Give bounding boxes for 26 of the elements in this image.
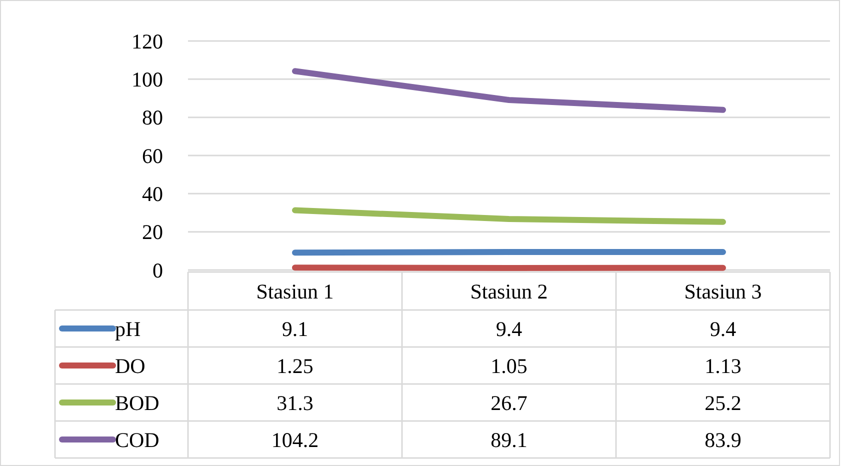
- data-label: 25.2: [704, 390, 742, 415]
- x-tick-label: Stasiun 1: [256, 279, 334, 304]
- y-tick-label: 60: [142, 144, 163, 168]
- data-label: 26.7: [490, 390, 528, 415]
- legend-label: COD: [115, 428, 160, 452]
- y-tick-label: 0: [152, 258, 163, 282]
- data-label: 1.13: [704, 354, 742, 378]
- legend-label: BOD: [115, 390, 160, 415]
- data-label: 1.25: [276, 354, 314, 378]
- y-tick-label: 120: [132, 29, 163, 54]
- data-label: 31.3: [276, 390, 314, 415]
- data-label: 89.1: [490, 428, 528, 452]
- data-label: 83.9: [704, 428, 742, 452]
- data-label: 9.4: [496, 316, 523, 341]
- data-label: 1.05: [490, 354, 528, 378]
- legend-label: DO: [115, 354, 146, 378]
- y-tick-label: 80: [142, 106, 163, 130]
- legend-label: pH: [115, 316, 141, 341]
- y-tick-label: 20: [142, 220, 163, 244]
- x-tick-label: Stasiun 3: [684, 279, 762, 304]
- y-tick-label: 40: [142, 182, 163, 206]
- data-label: 104.2: [271, 428, 319, 452]
- x-tick-label: Stasiun 2: [470, 279, 548, 304]
- y-tick-label: 100: [132, 68, 163, 92]
- data-label: 9.1: [282, 316, 308, 341]
- data-label: 9.4: [710, 316, 737, 341]
